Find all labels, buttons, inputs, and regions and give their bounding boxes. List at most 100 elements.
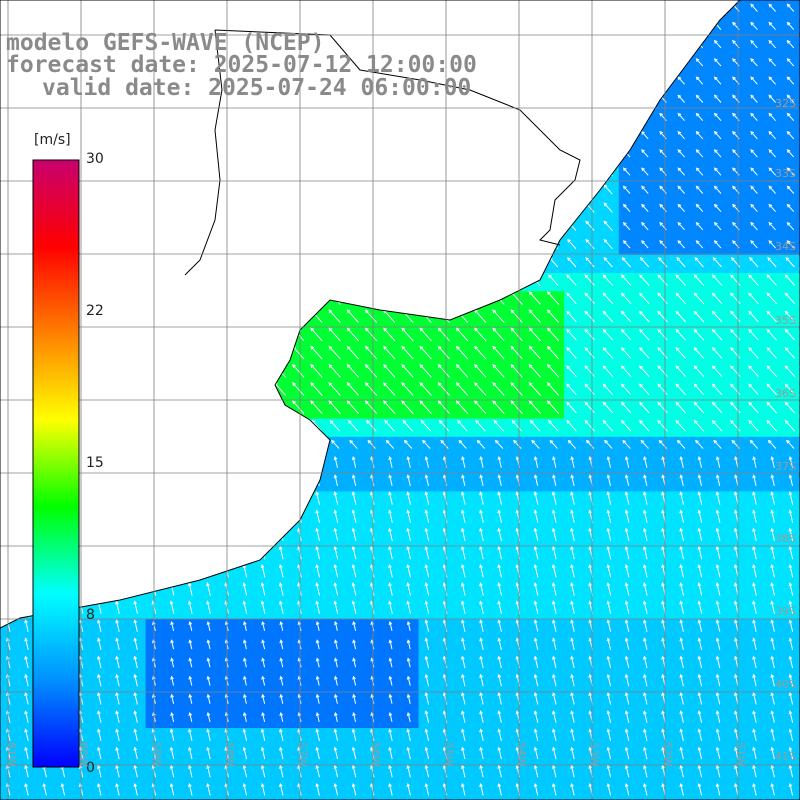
wind-arrow xyxy=(533,655,539,669)
wind-arrow xyxy=(770,637,775,651)
wind-arrow xyxy=(279,675,284,686)
wind-arrow xyxy=(333,545,339,560)
wind-arrow xyxy=(133,710,138,723)
wind-arrow xyxy=(585,220,595,231)
wind-arrow xyxy=(492,382,505,396)
wind-arrow xyxy=(333,582,339,596)
wind-arrow xyxy=(784,419,796,432)
colorbar-tick-15: 15 xyxy=(86,455,104,471)
wind-arrow xyxy=(657,328,668,341)
wind-arrow xyxy=(768,21,776,31)
wind-arrow xyxy=(388,728,393,742)
wind-arrow xyxy=(279,639,284,650)
wind-arrow xyxy=(497,619,502,632)
wind-arrow xyxy=(642,582,648,596)
wind-arrow xyxy=(641,167,649,176)
wind-arrow xyxy=(606,582,612,596)
wind-arrow xyxy=(624,545,630,560)
wind-arrow xyxy=(442,600,448,614)
wind-arrow xyxy=(424,746,430,760)
wind-arrow xyxy=(533,491,539,505)
wind-arrow xyxy=(78,691,84,705)
wind-arrow xyxy=(566,310,577,323)
wind-arrow xyxy=(606,637,612,651)
wind-arrow xyxy=(603,238,613,250)
wind-arrow xyxy=(641,149,649,158)
wind-arrow xyxy=(639,257,650,268)
wind-arrow xyxy=(261,675,266,686)
wind-arrow xyxy=(261,711,266,723)
wind-arrow xyxy=(713,76,722,85)
wind-arrow xyxy=(624,491,630,505)
wind-arrow xyxy=(383,363,396,378)
wind-arrow xyxy=(460,545,466,560)
wind-arrow xyxy=(115,782,120,796)
wind-arrow xyxy=(675,274,686,286)
wind-arrow xyxy=(333,491,339,505)
wind-arrow xyxy=(748,310,759,323)
wind-arrow xyxy=(169,782,175,796)
wind-arrow xyxy=(768,203,776,213)
wind-arrow xyxy=(528,382,541,396)
wind-arrow xyxy=(533,619,539,632)
wind-arrow xyxy=(242,728,248,742)
wind-arrow xyxy=(511,419,523,432)
wind-arrow xyxy=(752,782,757,796)
wind-arrow xyxy=(697,582,703,596)
wind-arrow xyxy=(310,345,323,360)
wind-arrow xyxy=(533,728,539,742)
wind-arrow xyxy=(784,401,796,414)
wind-arrow xyxy=(552,673,557,687)
wind-arrow xyxy=(551,509,557,523)
wind-arrow xyxy=(697,527,703,542)
wind-arrow xyxy=(510,345,523,360)
wind-arrow xyxy=(388,782,393,796)
wind-arrow xyxy=(786,167,795,176)
wind-arrow xyxy=(455,382,469,396)
wind-arrow xyxy=(679,545,684,560)
wind-arrow xyxy=(261,620,266,632)
wind-arrow xyxy=(546,309,560,324)
wind-arrow xyxy=(570,455,575,468)
wind-arrow xyxy=(679,782,684,796)
wind-arrow xyxy=(584,365,595,377)
wind-arrow xyxy=(552,637,557,651)
wind-arrow xyxy=(693,347,705,359)
wind-arrow xyxy=(711,274,723,286)
wind-arrow xyxy=(748,383,759,396)
wind-arrow xyxy=(711,347,723,359)
wind-arrow xyxy=(455,345,469,360)
wind-arrow xyxy=(602,419,614,432)
wind-arrow xyxy=(713,221,722,231)
wind-arrow xyxy=(677,185,685,194)
wind-arrow xyxy=(492,400,505,415)
wind-arrow xyxy=(606,710,612,723)
wind-arrow xyxy=(279,764,284,778)
wind-arrow xyxy=(479,782,484,796)
wind-arrow xyxy=(643,764,648,778)
wind-arrow xyxy=(133,728,138,742)
wind-arrow xyxy=(639,401,650,414)
wind-arrow xyxy=(730,365,741,377)
wind-arrow xyxy=(479,491,484,505)
wind-arrow xyxy=(679,710,684,723)
wind-arrow xyxy=(642,545,648,560)
wind-arrow xyxy=(750,221,758,231)
wind-arrow xyxy=(750,76,758,85)
wind-arrow xyxy=(97,782,102,796)
wind-arrow xyxy=(624,764,630,778)
wind-arrow xyxy=(493,419,504,432)
wind-arrow xyxy=(242,764,248,778)
wind-arrow xyxy=(333,728,339,742)
wind-arrow xyxy=(711,401,723,414)
wind-arrow xyxy=(711,383,723,396)
wind-arrow xyxy=(533,764,539,778)
wind-arrow xyxy=(406,746,411,760)
wind-arrow xyxy=(442,491,448,505)
wind-arrow xyxy=(642,563,648,578)
wind-arrow xyxy=(388,491,393,505)
wind-arrow xyxy=(788,782,794,796)
wind-arrow xyxy=(388,582,393,596)
wind-arrow xyxy=(770,600,775,614)
wind-arrow xyxy=(752,619,757,632)
